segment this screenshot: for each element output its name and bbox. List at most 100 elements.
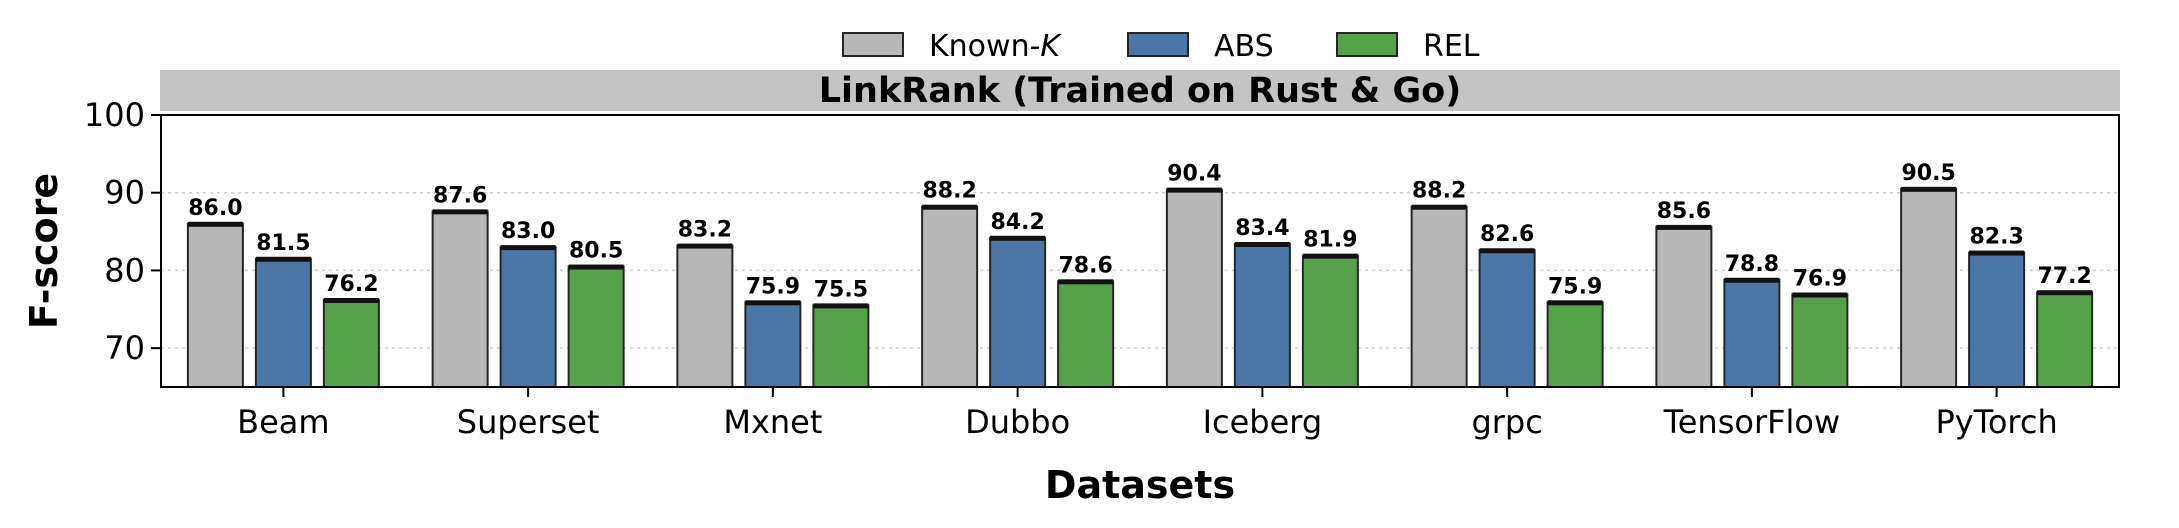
bar-known-k-beam	[186, 222, 244, 388]
data-label-rel-grpc: 75.9	[1548, 274, 1602, 299]
bar-known-k-pytorch	[1900, 187, 1958, 388]
bar-known-k-iceberg	[1165, 188, 1223, 388]
x-tick-label-iceberg: Iceberg	[1203, 403, 1323, 441]
bar-rel-tensorflow	[1791, 293, 1849, 388]
bar-known-k-grpc	[1410, 205, 1468, 388]
data-label-abs-mxnet: 75.9	[746, 274, 800, 299]
data-label-abs-superset: 83.0	[501, 219, 555, 244]
legend-label-known-k: Known-K	[929, 29, 1062, 64]
legend-swatch-abs	[1127, 32, 1189, 57]
bar-rel-pytorch	[2036, 291, 2094, 388]
bar-cap-rel-pytorch	[2037, 290, 2093, 296]
bar-cap-abs-superset	[500, 245, 556, 251]
data-label-rel-superset: 80.5	[569, 239, 623, 264]
bar-rel-dubbo	[1057, 280, 1115, 388]
data-label-known-k-superset: 87.6	[433, 183, 487, 208]
bar-cap-known-k-tensorflow	[1656, 224, 1712, 230]
bar-cap-known-k-superset	[432, 209, 488, 215]
data-label-abs-beam: 81.5	[256, 231, 310, 256]
bar-known-k-dubbo	[921, 205, 979, 388]
bar-cap-known-k-beam	[187, 221, 243, 227]
chart-title: LinkRank (Trained on Rust & Go)	[819, 71, 1461, 111]
bar-cap-rel-iceberg	[1302, 253, 1358, 259]
bar-cap-abs-mxnet	[745, 300, 801, 306]
bar-cap-rel-dubbo	[1058, 279, 1114, 285]
data-label-known-k-pytorch: 90.5	[1901, 161, 1955, 186]
bar-abs-mxnet	[744, 301, 802, 389]
data-label-rel-dubbo: 78.6	[1058, 253, 1112, 278]
plot-frame	[160, 114, 2120, 388]
data-label-rel-iceberg: 81.9	[1303, 228, 1357, 253]
bar-abs-tensorflow	[1723, 278, 1781, 388]
bar-cap-abs-tensorflow	[1724, 277, 1780, 283]
x-tick-label-tensorflow: TensorFlow	[1663, 403, 1841, 441]
bar-cap-abs-beam	[255, 256, 311, 262]
legend-label-abs: ABS	[1214, 29, 1274, 64]
bar-known-k-tensorflow	[1655, 225, 1713, 388]
data-label-known-k-beam: 86.0	[188, 196, 242, 221]
data-label-known-k-grpc: 88.2	[1412, 179, 1466, 204]
data-label-rel-tensorflow: 76.9	[1793, 267, 1847, 292]
data-label-rel-mxnet: 75.5	[814, 277, 868, 302]
bar-cap-rel-grpc	[1547, 300, 1603, 306]
bar-abs-beam	[254, 257, 312, 388]
bar-cap-abs-dubbo	[990, 235, 1046, 241]
y-tick-label-80: 80	[104, 251, 145, 289]
data-label-abs-tensorflow: 78.8	[1725, 252, 1779, 277]
bar-rel-superset	[567, 265, 625, 388]
data-label-rel-pytorch: 77.2	[2037, 264, 2091, 289]
bar-cap-known-k-mxnet	[677, 243, 733, 249]
bar-cap-rel-mxnet	[813, 303, 869, 309]
x-axis-title: Datasets	[1045, 463, 1235, 507]
legend-swatch-known-k	[842, 32, 904, 57]
data-label-abs-dubbo: 84.2	[990, 210, 1044, 235]
bar-abs-grpc	[1478, 249, 1536, 388]
bar-cap-rel-beam	[323, 297, 379, 303]
legend-swatch-rel	[1336, 32, 1398, 57]
data-label-known-k-tensorflow: 85.6	[1657, 199, 1711, 224]
data-label-abs-iceberg: 83.4	[1235, 216, 1289, 241]
bar-rel-iceberg	[1301, 254, 1359, 388]
y-axis: 70 80 90 100	[84, 96, 161, 367]
bar-cap-abs-grpc	[1479, 248, 1535, 254]
x-tick-label-superset: Superset	[457, 403, 600, 441]
data-label-abs-pytorch: 82.3	[1969, 225, 2023, 250]
y-axis-title: F-score	[22, 173, 66, 329]
data-labels: 86.0 81.5 76.2 87.6 83.0 80.5 83.2 75.9 75.5 88.2…	[188, 161, 2092, 303]
x-tick-label-mxnet: Mxnet	[723, 403, 822, 441]
y-tick-label-100: 100	[84, 96, 145, 134]
data-label-rel-beam: 76.2	[324, 272, 378, 297]
x-tick-label-grpc: grpc	[1471, 403, 1542, 441]
bar-cap-known-k-pytorch	[1901, 186, 1957, 192]
bar-abs-superset	[499, 246, 557, 388]
x-axis: Beam Superset Mxnet Dubbo Iceberg grpc TensorF…	[237, 387, 2058, 441]
bar-cap-known-k-grpc	[1411, 204, 1467, 210]
y-tick-label-90: 90	[104, 174, 145, 212]
bar-abs-iceberg	[1233, 243, 1291, 388]
x-tick-label-beam: Beam	[237, 403, 329, 441]
bars	[186, 186, 2094, 389]
bar-rel-mxnet	[812, 304, 870, 388]
bar-known-k-superset	[431, 210, 489, 388]
legend: Known-K ABS REL	[842, 29, 1480, 64]
data-label-known-k-iceberg: 90.4	[1167, 162, 1221, 187]
bar-cap-known-k-iceberg	[1166, 187, 1222, 193]
data-label-abs-grpc: 82.6	[1480, 222, 1534, 247]
data-label-known-k-mxnet: 83.2	[678, 218, 732, 243]
bar-rel-beam	[322, 298, 380, 388]
bar-known-k-mxnet	[676, 244, 734, 388]
bar-abs-pytorch	[1968, 251, 2026, 388]
bar-abs-dubbo	[989, 236, 1047, 388]
bar-cap-abs-pytorch	[1969, 250, 2025, 256]
bar-cap-abs-iceberg	[1234, 242, 1290, 248]
bar-cap-rel-tensorflow	[1792, 292, 1848, 298]
legend-label-rel: REL	[1423, 29, 1480, 64]
bar-rel-grpc	[1546, 301, 1604, 389]
data-label-known-k-dubbo: 88.2	[922, 179, 976, 204]
bar-cap-known-k-dubbo	[922, 204, 978, 210]
title-banner	[160, 70, 2120, 111]
x-tick-label-pytorch: PyTorch	[1936, 403, 2058, 441]
bar-cap-rel-superset	[568, 264, 624, 270]
y-tick-label-70: 70	[104, 329, 145, 367]
